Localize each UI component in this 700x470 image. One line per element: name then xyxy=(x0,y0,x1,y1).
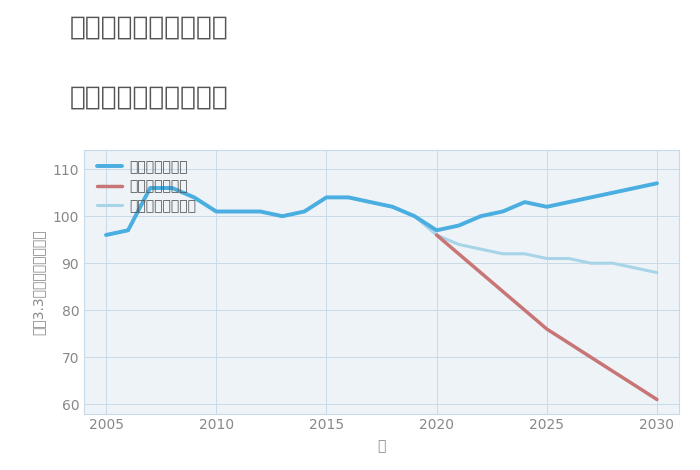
グッドシナリオ xyxy=(322,195,330,200)
Line: ノーマルシナリオ: ノーマルシナリオ xyxy=(106,188,657,273)
グッドシナリオ xyxy=(256,209,265,214)
ノーマルシナリオ xyxy=(477,246,485,252)
ノーマルシナリオ xyxy=(653,270,662,275)
グッドシナリオ xyxy=(542,204,551,210)
ノーマルシナリオ xyxy=(190,195,198,200)
ノーマルシナリオ xyxy=(454,242,463,247)
ノーマルシナリオ xyxy=(631,265,639,271)
ノーマルシナリオ xyxy=(102,232,110,238)
グッドシナリオ xyxy=(366,199,375,205)
Text: 兵庫県姫路市北八代の: 兵庫県姫路市北八代の xyxy=(70,14,229,40)
グッドシナリオ xyxy=(433,227,441,233)
グッドシナリオ xyxy=(454,223,463,228)
グッドシナリオ xyxy=(146,185,154,191)
グッドシナリオ xyxy=(344,195,353,200)
バッドシナリオ xyxy=(542,326,551,332)
ノーマルシナリオ xyxy=(433,232,441,238)
ノーマルシナリオ xyxy=(587,260,595,266)
ノーマルシナリオ xyxy=(322,195,330,200)
グッドシナリオ xyxy=(498,209,507,214)
ノーマルシナリオ xyxy=(124,227,132,233)
グッドシナリオ xyxy=(168,185,176,191)
グッドシナリオ xyxy=(300,209,309,214)
Line: バッドシナリオ: バッドシナリオ xyxy=(437,235,657,400)
グッドシナリオ xyxy=(631,185,639,191)
ノーマルシナリオ xyxy=(278,213,286,219)
グッドシナリオ xyxy=(653,180,662,186)
グッドシナリオ xyxy=(389,204,397,210)
グッドシナリオ xyxy=(212,209,220,214)
グッドシナリオ xyxy=(565,199,573,205)
ノーマルシナリオ xyxy=(366,199,375,205)
ノーマルシナリオ xyxy=(542,256,551,261)
グッドシナリオ xyxy=(410,213,419,219)
ノーマルシナリオ xyxy=(234,209,242,214)
ノーマルシナリオ xyxy=(521,251,529,257)
Y-axis label: 坪（3.3㎡）単価（万円）: 坪（3.3㎡）単価（万円） xyxy=(32,229,46,335)
グッドシナリオ xyxy=(477,213,485,219)
グッドシナリオ xyxy=(234,209,242,214)
ノーマルシナリオ xyxy=(256,209,265,214)
ノーマルシナリオ xyxy=(609,260,617,266)
ノーマルシナリオ xyxy=(168,185,176,191)
Text: 中古戸建ての価格推移: 中古戸建ての価格推移 xyxy=(70,85,229,110)
ノーマルシナリオ xyxy=(565,256,573,261)
グッドシナリオ xyxy=(124,227,132,233)
グッドシナリオ xyxy=(102,232,110,238)
グッドシナリオ xyxy=(278,213,286,219)
バッドシナリオ xyxy=(433,232,441,238)
Legend: グッドシナリオ, バッドシナリオ, ノーマルシナリオ: グッドシナリオ, バッドシナリオ, ノーマルシナリオ xyxy=(97,160,196,213)
ノーマルシナリオ xyxy=(146,185,154,191)
グッドシナリオ xyxy=(190,195,198,200)
X-axis label: 年: 年 xyxy=(377,439,386,454)
ノーマルシナリオ xyxy=(498,251,507,257)
ノーマルシナリオ xyxy=(410,213,419,219)
Line: グッドシナリオ: グッドシナリオ xyxy=(106,183,657,235)
グッドシナリオ xyxy=(521,199,529,205)
グッドシナリオ xyxy=(587,195,595,200)
バッドシナリオ xyxy=(653,397,662,402)
ノーマルシナリオ xyxy=(212,209,220,214)
ノーマルシナリオ xyxy=(389,204,397,210)
ノーマルシナリオ xyxy=(344,195,353,200)
グッドシナリオ xyxy=(609,190,617,196)
ノーマルシナリオ xyxy=(300,209,309,214)
